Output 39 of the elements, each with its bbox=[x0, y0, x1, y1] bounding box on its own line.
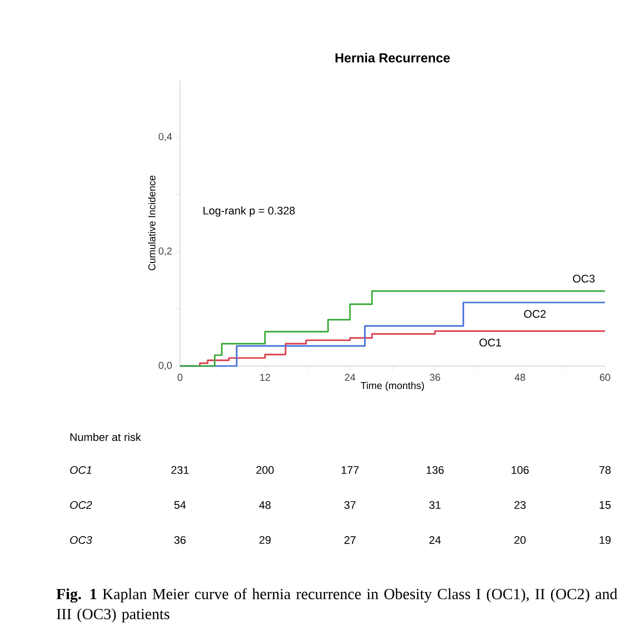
text: 23 bbox=[514, 501, 526, 509]
text: Number at risk bbox=[70, 432, 142, 442]
x-axis-title: Time (months) bbox=[360, 382, 424, 392]
text: 36 bbox=[174, 536, 186, 544]
text: OC3 bbox=[70, 536, 92, 544]
text: 106 bbox=[512, 466, 529, 474]
x-tick-label: 36 bbox=[430, 374, 440, 381]
text: 24 bbox=[429, 536, 441, 544]
x-tick-label: 0 bbox=[178, 374, 182, 381]
text: 231 bbox=[171, 466, 189, 474]
x-tick-label: 48 bbox=[514, 374, 526, 381]
series-label: OC3 bbox=[572, 274, 595, 283]
text: 29 bbox=[259, 536, 271, 544]
text: 37 bbox=[344, 501, 356, 509]
text: 31 bbox=[429, 501, 441, 509]
y-tick-label: 0,2 bbox=[158, 247, 172, 256]
y-tick-label: 0,4 bbox=[158, 133, 172, 142]
text: 15 bbox=[600, 501, 611, 509]
text: 20 bbox=[514, 536, 526, 544]
text: 78 bbox=[599, 466, 611, 474]
text: 54 bbox=[174, 501, 186, 509]
text: 48 bbox=[259, 501, 271, 509]
text: 19 bbox=[600, 536, 611, 544]
text: Fig. 1 Kaplan Meier curve of hernia recurrence in Obesity Class I (OC1), II (OC2) and III (OC3) patients bbox=[56, 588, 618, 622]
x-tick-label: 24 bbox=[344, 374, 356, 381]
annotation: Log-rank p = 0.328 bbox=[204, 206, 295, 217]
y-axis-title: Cumulative Incidence bbox=[148, 176, 156, 270]
text: OC2 bbox=[70, 501, 92, 509]
y-tick-label: 0,0 bbox=[158, 362, 172, 370]
x-tick-label: 12 bbox=[260, 374, 270, 381]
text: 200 bbox=[256, 466, 274, 474]
text: 27 bbox=[344, 536, 356, 544]
series-label: OC2 bbox=[524, 310, 546, 318]
text: 136 bbox=[426, 466, 444, 474]
x-tick-label: 60 bbox=[600, 374, 610, 381]
chart-title: Hernia Recurrence bbox=[336, 52, 450, 62]
series-label: OC1 bbox=[479, 338, 502, 346]
text: 177 bbox=[342, 466, 359, 474]
text: OC1 bbox=[70, 466, 92, 474]
